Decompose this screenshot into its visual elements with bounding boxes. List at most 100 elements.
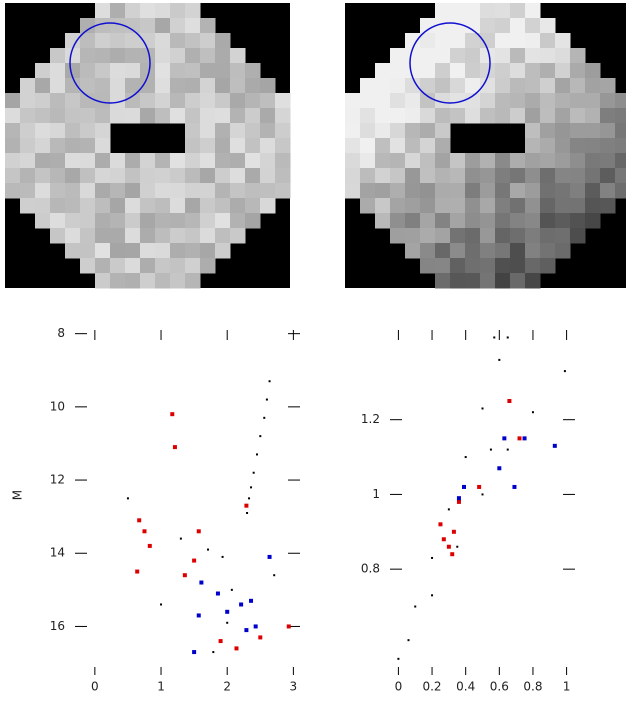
image-pixel	[95, 228, 111, 244]
data-point	[182, 573, 187, 578]
data-point	[212, 651, 215, 654]
data-point	[226, 621, 229, 624]
data-point	[160, 603, 163, 606]
image-pixel	[230, 168, 246, 184]
image-pixel	[450, 273, 466, 289]
data-point	[126, 497, 129, 500]
image-pixel	[80, 48, 96, 64]
image-pixel	[5, 183, 21, 199]
image-pixel	[585, 153, 601, 169]
image-pixel	[540, 108, 556, 124]
image-pixel	[50, 183, 66, 199]
image-pixel	[420, 258, 436, 274]
image-pixel	[510, 63, 526, 79]
image-pixel	[540, 93, 556, 109]
image-pixel	[555, 123, 571, 139]
image-pixel	[600, 183, 616, 199]
image-pixel	[345, 168, 361, 184]
image-pixel	[200, 48, 216, 64]
data-point	[481, 493, 484, 496]
image-pixel	[555, 33, 571, 49]
data-point	[255, 453, 258, 456]
image-pixel	[390, 228, 406, 244]
image-pixel	[435, 183, 451, 199]
data-point	[286, 624, 291, 629]
image-pixel	[510, 33, 526, 49]
image-pixel	[480, 63, 496, 79]
image-pixel	[495, 153, 511, 169]
image-pixel	[360, 153, 376, 169]
image-pixel	[260, 153, 276, 169]
image-pixel	[540, 183, 556, 199]
image-pixel	[110, 108, 126, 124]
image-pixel	[155, 198, 171, 214]
image-pixel	[510, 243, 526, 259]
image-pixel	[260, 78, 276, 94]
image-pixel	[80, 258, 96, 274]
image-pixel	[360, 168, 376, 184]
image-pixel	[230, 48, 246, 64]
image-pixel	[405, 183, 421, 199]
data-point	[267, 554, 272, 559]
image-pixel	[540, 258, 556, 274]
image-pixel	[65, 198, 81, 214]
image-pixel	[65, 123, 81, 139]
image-pixel	[125, 273, 141, 289]
image-pixel	[600, 93, 616, 109]
image-pixel	[525, 168, 541, 184]
data-point	[456, 545, 459, 548]
image-pixel	[80, 198, 96, 214]
image-pixel	[50, 93, 66, 109]
data-point	[506, 448, 509, 451]
image-pixel	[600, 198, 616, 214]
data-point	[497, 466, 502, 471]
image-pixel	[95, 123, 111, 139]
image-pixel	[140, 93, 156, 109]
image-pixel	[555, 138, 571, 154]
image-pixel	[540, 243, 556, 259]
image-pixel	[570, 228, 586, 244]
image-pixel	[50, 213, 66, 229]
image-pixel	[525, 93, 541, 109]
image-pixel	[555, 48, 571, 64]
image-pixel	[435, 123, 451, 139]
image-pixel	[200, 198, 216, 214]
data-point	[462, 484, 466, 489]
image-pixel	[170, 78, 186, 94]
image-pixel	[375, 198, 391, 214]
image-pixel	[600, 108, 616, 124]
data-point	[248, 497, 251, 500]
image-pixel	[170, 153, 186, 169]
image-pixel	[215, 213, 231, 229]
image-pixel	[510, 198, 526, 214]
image-pixel	[480, 93, 496, 109]
image-pixel	[525, 138, 541, 154]
image-pixel	[245, 213, 261, 229]
image-pixel	[95, 3, 111, 19]
image-pixel	[375, 93, 391, 109]
data-point	[259, 435, 262, 438]
image-pixel	[170, 168, 186, 184]
image-pixel	[275, 138, 291, 154]
image-pixel	[200, 183, 216, 199]
image-pixel	[555, 93, 571, 109]
image-pixel	[435, 243, 451, 259]
image-pixel	[260, 168, 276, 184]
image-pixel	[185, 18, 201, 34]
image-pixel	[260, 198, 276, 214]
image-pixel	[465, 258, 481, 274]
image-pixel	[525, 213, 541, 229]
data-point	[215, 591, 220, 596]
image-pixel	[495, 48, 511, 64]
image-pixel	[525, 198, 541, 214]
image-pixel	[390, 63, 406, 79]
data-point	[192, 650, 197, 655]
image-pixel	[260, 108, 276, 124]
data-point	[481, 407, 484, 410]
image-pixel	[185, 213, 201, 229]
image-pixel	[80, 108, 96, 124]
image-pixel	[420, 228, 436, 244]
image-pixel	[540, 168, 556, 184]
image-pixel	[450, 258, 466, 274]
image-pixel	[480, 33, 496, 49]
